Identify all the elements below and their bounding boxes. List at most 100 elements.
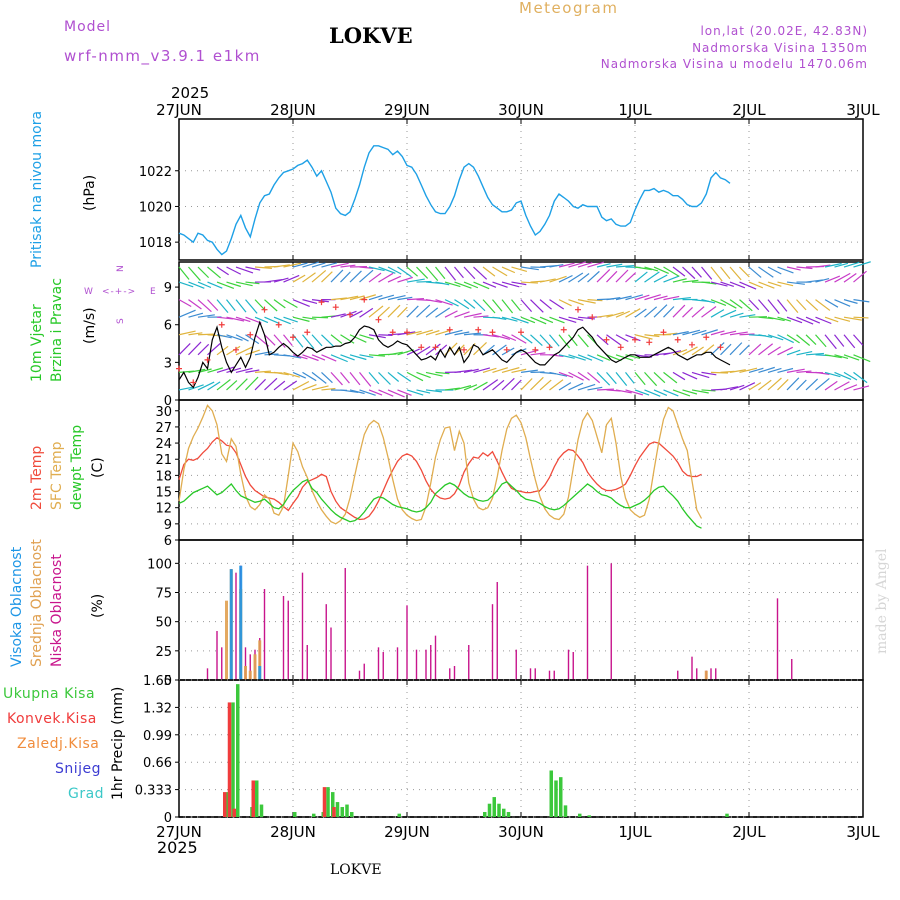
model-label: Model <box>64 19 112 35</box>
wind-arrow <box>283 262 302 268</box>
wind-arrow <box>368 372 380 385</box>
pressure-frame <box>178 118 864 261</box>
wind-arrow <box>235 316 251 323</box>
wind-arrow-field <box>178 261 871 398</box>
wind-arrow <box>568 371 584 381</box>
wind-arrow <box>520 299 533 313</box>
wind-arrow <box>834 381 850 391</box>
wind-arrow <box>834 371 852 381</box>
wind-arrow <box>834 316 851 322</box>
station-title: LOKVE <box>329 23 413 48</box>
wind-arrow <box>805 316 821 324</box>
wind-arrow <box>720 281 734 287</box>
precip-bar <box>350 812 354 817</box>
wind-arrow <box>321 262 338 268</box>
wind-arrow <box>235 334 249 342</box>
cloud-bar <box>691 656 693 680</box>
x-axis-top-label: 28JUN <box>270 101 316 119</box>
wind-arrow <box>577 299 596 304</box>
wind-arrow <box>606 354 622 362</box>
precip-bar <box>559 777 563 817</box>
wind-arrow <box>644 294 661 301</box>
temp-ytick-label: 30 <box>155 405 172 420</box>
wind-arrow <box>330 354 348 363</box>
wind-arrow <box>843 316 862 321</box>
precip-bar <box>223 792 227 817</box>
wind-arrow <box>853 371 868 384</box>
wind-arrow <box>568 382 584 391</box>
cloud-bar <box>453 666 456 680</box>
wind-arrow <box>283 380 298 391</box>
precip-bar <box>259 804 264 817</box>
wind-arrow <box>539 316 554 324</box>
precip-bar <box>255 780 259 817</box>
x-axis-bottom-label: 29JUN <box>384 823 430 841</box>
wind-gust-marker <box>589 314 596 321</box>
wind-arrow <box>197 299 212 313</box>
wind-arrow <box>273 334 286 348</box>
wind-arrow <box>235 281 253 287</box>
wind-arrow <box>824 354 842 359</box>
wind-arrow <box>292 262 308 268</box>
wind-arrow <box>834 272 851 283</box>
wind-arrow <box>767 367 782 373</box>
wind-arrow <box>311 334 323 347</box>
pressure-series <box>178 145 731 256</box>
precip-bar <box>326 787 330 817</box>
wind-arrow <box>805 334 817 345</box>
wind-arrow <box>644 271 660 283</box>
wind-arrow <box>273 299 286 309</box>
wind-arrow <box>843 272 857 283</box>
wind-arrow <box>435 266 446 280</box>
precip-bar <box>502 808 506 817</box>
cloud-bar <box>586 565 589 680</box>
x-axis-top-label: 27JUN <box>156 101 202 119</box>
wind-arrow <box>397 266 412 278</box>
precip-bar <box>236 684 240 817</box>
wind-arrow <box>701 371 717 376</box>
wind-arrow <box>216 281 235 289</box>
wind-arrow <box>216 299 229 313</box>
wind-arrow <box>758 266 774 278</box>
wind-arrow <box>748 266 762 278</box>
wind-arrow <box>615 295 632 301</box>
wind-arrow <box>748 281 764 289</box>
x-axis-bottom-label: 28JUN <box>270 823 316 841</box>
wind-arrow <box>815 277 830 283</box>
wind-gust-marker <box>318 299 325 306</box>
wind-arrow <box>482 334 499 338</box>
wind-arrow <box>264 377 278 391</box>
wind-arrow <box>511 379 522 391</box>
wind-arrow <box>644 334 660 338</box>
cloud-bar <box>221 647 223 680</box>
wind-gust-marker <box>446 326 453 333</box>
wind-arrow <box>359 269 374 283</box>
wind-arrow <box>416 304 431 318</box>
precip-panel: 0 0.333 0.66 0.99 1.32 1.65 <box>135 674 864 826</box>
precip-bar <box>293 812 297 817</box>
wind-arrow <box>777 346 794 356</box>
wind-arrow <box>311 299 329 303</box>
wind-arrow <box>188 341 202 356</box>
precip-frame <box>178 679 864 818</box>
wind-arrow <box>777 367 794 373</box>
wind-arrow <box>748 367 764 373</box>
wind-arrow <box>254 370 271 373</box>
wind-arrow <box>188 299 202 310</box>
wind-arrow <box>463 281 479 289</box>
wind-arrow <box>634 334 653 340</box>
chart-title: Meteogram <box>519 0 619 17</box>
wind-arrow <box>292 316 310 322</box>
wind-arrow <box>406 371 424 382</box>
wind-arrow <box>406 330 422 336</box>
wind-arrow <box>720 309 737 318</box>
x-axis-bottom-label: 27JUN <box>156 823 202 841</box>
wind-arrow <box>368 266 385 272</box>
precip-bar <box>587 815 591 817</box>
wind-arrow <box>349 270 362 283</box>
wind-arrow <box>577 334 589 348</box>
wind-arrow <box>245 299 258 314</box>
cloud-bar <box>301 572 304 680</box>
wind-arrow <box>368 389 383 396</box>
wind-arrow <box>321 271 333 283</box>
